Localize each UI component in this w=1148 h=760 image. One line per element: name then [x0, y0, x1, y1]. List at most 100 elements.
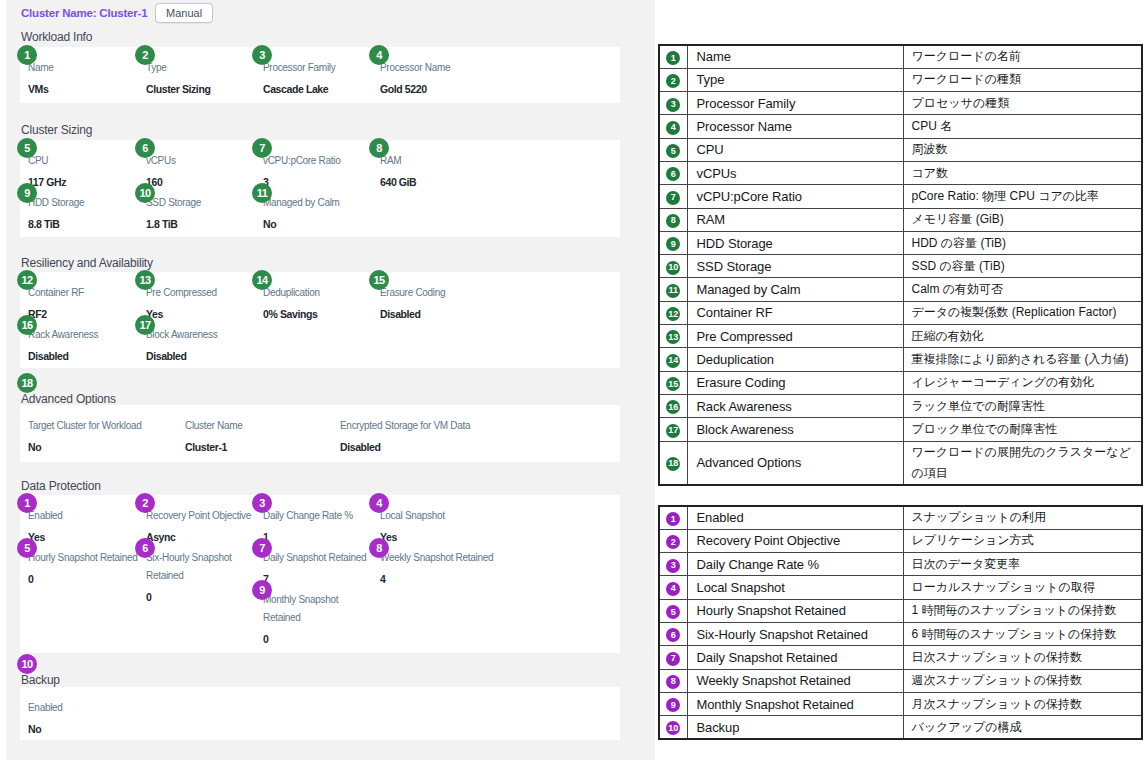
section-title: Resiliency and Availability	[21, 255, 153, 271]
field-number-badge: 5	[17, 538, 37, 558]
manual-button[interactable]: Manual	[155, 3, 213, 23]
page-title: Cluster Name: Cluster-1	[21, 7, 147, 19]
table-row: 11Managed by CalmCalm の有効可否	[659, 278, 1142, 301]
table-row: 1Nameワークロードの名前	[659, 45, 1142, 68]
section-title: Workload Info	[21, 29, 92, 45]
field-value: 640 GiB	[380, 173, 494, 191]
cluster-summary-panel: Cluster Name: Cluster-1 Manual Workload …	[6, 0, 655, 760]
field: Cluster Name Cluster-1	[185, 417, 340, 456]
field-number-badge: 6	[135, 138, 155, 158]
table-row: 5CPU周波数	[659, 138, 1142, 161]
item-name-en: Container RF	[687, 301, 903, 324]
item-number-badge: 12	[666, 307, 680, 321]
table-row: 3Daily Change Rate %日次のデータ変更率	[659, 553, 1142, 576]
field: EnabledNo	[28, 699, 142, 738]
table-row: 8RAMメモリ容量 (GiB)	[659, 208, 1142, 231]
field-label: Container RF	[28, 284, 142, 302]
field: 9Monthly Snapshot Retained0	[263, 591, 377, 648]
item-number-badge: 7	[666, 191, 680, 205]
field-number-badge: 8	[369, 138, 389, 158]
field-value: 1.8 TiB	[146, 215, 260, 233]
field-value: 7	[263, 570, 377, 588]
field-value: RF2	[28, 305, 142, 323]
item-name-en: Rack Awareness	[687, 394, 903, 417]
field-value: Disabled	[146, 347, 260, 365]
item-description-ja: ラック単位での耐障害性	[903, 394, 1142, 417]
field-value: Async	[146, 528, 260, 546]
field-number-badge: 2	[135, 45, 155, 65]
field-value: Cluster-1	[185, 438, 340, 456]
field: Encrypted Storage for VM DataDisabled	[340, 417, 495, 456]
field-number-badge: 4	[369, 45, 389, 65]
item-description-ja: イレジャーコーディングの有効化	[903, 371, 1142, 394]
field-number-badge: 8	[369, 538, 389, 558]
table-row: 4Processor NameCPU 名	[659, 115, 1142, 138]
field-value: Cluster Sizing	[146, 80, 260, 98]
field-value: No	[263, 215, 377, 233]
item-description-ja: HDD の容量 (TiB)	[903, 231, 1142, 254]
field: 7Daily Snapshot Retained7	[263, 549, 377, 588]
item-name-en: Processor Name	[687, 115, 903, 138]
field: 3Processor FamilyCascade Lake	[263, 59, 377, 98]
field: 15Erasure CodingDisabled	[380, 284, 494, 323]
section-heading: Cluster Sizing	[21, 122, 92, 138]
item-number-badge: 8	[666, 214, 680, 228]
item-number-badge: 18	[666, 457, 680, 471]
item-number-badge: 10	[666, 721, 680, 735]
field: 3Daily Change Rate %1	[263, 507, 377, 546]
field-number-badge: 7	[252, 538, 272, 558]
field: 11Managed by CalmNo	[263, 194, 377, 233]
item-description-ja: 6 時間毎のスナップショットの保持数	[903, 622, 1142, 645]
item-name-en: Processor Family	[687, 92, 903, 115]
item-number-badge: 1	[666, 512, 680, 526]
field-number-badge: 13	[135, 270, 155, 290]
section-heading: Workload Info	[21, 29, 92, 45]
table-row: 8Weekly Snapshot Retained週次スナップショットの保持数	[659, 669, 1142, 692]
field: 13Pre CompressedYes	[146, 284, 260, 323]
field: 8RAM640 GiB	[380, 152, 494, 191]
field-number-badge: 2	[135, 493, 155, 513]
field-label: Type	[146, 59, 260, 77]
item-number-badge: 1	[666, 51, 680, 65]
section-title: Data Protection	[21, 478, 101, 494]
item-name-en: Hourly Snapshot Retained	[687, 599, 903, 622]
field-value: 0	[263, 630, 377, 648]
item-description-ja: Calm の有効可否	[903, 278, 1142, 301]
item-name-en: Daily Change Rate %	[687, 553, 903, 576]
item-name-en: Pre Compressed	[687, 325, 903, 348]
item-number-badge: 9	[666, 698, 680, 712]
field: 14Deduplication0% Savings	[263, 284, 377, 323]
field-number-badge: 11	[252, 183, 272, 203]
section-heading: 10Backup	[21, 672, 60, 688]
item-name-en: Name	[687, 45, 903, 68]
table-row: 9HDD StorageHDD の容量 (TiB)	[659, 231, 1142, 254]
item-description-ja: レプリケーション方式	[903, 529, 1142, 552]
table-row: 6vCPUsコア数	[659, 161, 1142, 184]
item-description-ja: ワークロードの種類	[903, 68, 1142, 91]
item-number-badge: 6	[666, 628, 680, 642]
item-name-en: Erasure Coding	[687, 371, 903, 394]
item-description-ja: 週次スナップショットの保持数	[903, 669, 1142, 692]
section-card: Target Cluster for WorkloadNoCluster Nam…	[20, 405, 620, 462]
item-name-en: Enabled	[687, 506, 903, 529]
field-value: Yes	[28, 528, 142, 546]
field-label: Cluster Name	[185, 417, 340, 435]
field-value: 3	[263, 173, 377, 191]
field-value: Yes	[380, 528, 494, 546]
item-name-en: Backup	[687, 716, 903, 739]
item-description-ja: データの複製係数 (Replication Factor)	[903, 301, 1142, 324]
field-number-badge: 15	[369, 270, 389, 290]
field-label: vCPU:pCore Ratio	[263, 152, 377, 170]
field-value: 4	[380, 570, 494, 588]
field: 16Rack AwarenessDisabled	[28, 326, 142, 365]
table-row: 1Enabledスナップショットの利用	[659, 506, 1142, 529]
field-label: Name	[28, 59, 142, 77]
field-label: vCPUs	[146, 152, 260, 170]
field-label: Pre Compressed	[146, 284, 260, 302]
item-number-badge: 9	[666, 237, 680, 251]
item-description-ja: 重複排除により節約される容量 (入力値)	[903, 348, 1142, 371]
item-number-badge: 13	[666, 330, 680, 344]
field-value: Disabled	[380, 305, 494, 323]
item-number-badge: 4	[666, 582, 680, 596]
section-heading: Resiliency and Availability	[21, 255, 153, 271]
